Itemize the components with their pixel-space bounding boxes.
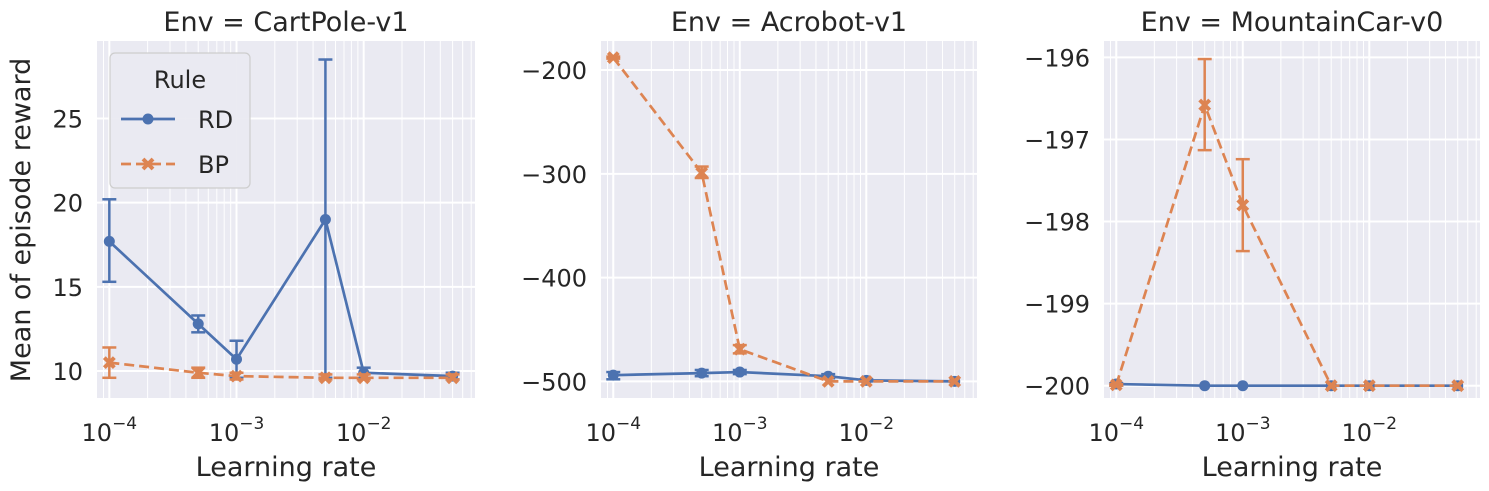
x-tick-label: 10−3 (712, 414, 768, 447)
chart-panel-2: 10−4 10−3 10−2 −500 −400 −300 −200 Env = Acrobo… (521, 7, 977, 483)
data-point (230, 369, 243, 383)
panel-title: Env = Acrobot-v1 (671, 7, 907, 38)
data-point (191, 366, 205, 380)
y-tick-label: 20 (52, 190, 83, 218)
data-point (1362, 379, 1376, 393)
x-axis-label: Learning rate (196, 452, 377, 483)
data-point (1109, 378, 1123, 392)
legend-title: Rule (154, 66, 206, 94)
x-tick-label: 10−4 (82, 414, 138, 447)
y-tick-label: −300 (521, 161, 587, 189)
legend-marker (141, 157, 155, 171)
data-point (319, 371, 332, 385)
x-axis-label: Learning rate (699, 452, 880, 483)
x-tick-label: 10−2 (1341, 414, 1397, 447)
series-line (108, 216, 453, 378)
data-point (733, 342, 747, 356)
x-tick-label: 10−3 (1215, 414, 1271, 447)
legend-marker (142, 113, 154, 125)
y-tick-label: −196 (1024, 44, 1090, 72)
series-bp (1109, 57, 1465, 393)
data-point (859, 374, 873, 388)
data-point (606, 51, 620, 65)
data-point (446, 371, 460, 385)
series-bp (102, 346, 460, 385)
legend: Rule RD BP (109, 52, 251, 189)
legend-entry-bp: BP (121, 151, 229, 179)
data-point (821, 374, 835, 388)
x-axis-label: Learning rate (1202, 452, 1383, 483)
data-point (1451, 379, 1465, 393)
y-tick-label: −200 (1024, 373, 1090, 401)
series-bp (606, 51, 962, 388)
y-tick-label: −400 (521, 265, 587, 293)
data-point (695, 166, 709, 180)
y-tick-label: −500 (521, 368, 587, 396)
y-tick-label: −197 (1024, 126, 1090, 154)
y-tick-label: −199 (1024, 291, 1090, 319)
chart-panel-3: 10−4 10−3 10−2 −200 −199 −198 −197 −196 Env = Mo… (1024, 7, 1480, 483)
data-point (1324, 379, 1338, 393)
y-tick-label: 15 (52, 274, 83, 302)
panel-title: Env = MountainCar-v0 (1141, 7, 1444, 38)
series-line (1114, 100, 1458, 388)
data-point (357, 371, 371, 385)
y-tick-label: −198 (1024, 209, 1090, 237)
y-tick-label: 10 (52, 358, 83, 386)
y-axis-label: Mean of episode reward (6, 58, 37, 382)
plot-background (1104, 41, 1480, 398)
data-point (102, 356, 116, 370)
data-point (948, 374, 962, 388)
data-point (696, 367, 708, 379)
series-line (612, 56, 955, 383)
panel-title: Env = CartPole-v1 (163, 7, 408, 38)
chart-panel-1: 10−4 10−3 10−2 10 15 20 25 Env = CartPole-v1 Lea… (52, 7, 475, 483)
y-tick-label: 25 (52, 105, 83, 133)
legend-box (109, 52, 251, 189)
series-line (109, 361, 453, 380)
data-point (734, 366, 746, 378)
data-point (1198, 98, 1212, 112)
x-tick-label: 10−4 (585, 414, 641, 447)
data-point (1199, 380, 1211, 392)
panels: 10−4 10−3 10−2 10 15 20 25 Env = CartPole-v1 Lea… (52, 7, 1480, 483)
x-tick-label: 10−2 (838, 414, 894, 447)
data-point (1237, 380, 1249, 392)
data-point (192, 318, 204, 330)
data-point (103, 235, 115, 247)
x-tick-label: 10−2 (336, 414, 392, 447)
legend-label: BP (198, 151, 229, 179)
data-point (231, 353, 243, 365)
data-point (607, 369, 619, 381)
data-point (319, 214, 331, 225)
y-tick-label: −200 (521, 57, 587, 85)
plot-background (601, 41, 977, 398)
legend-label: RD (198, 106, 233, 134)
data-point (1236, 198, 1250, 212)
x-tick-label: 10−3 (209, 414, 265, 447)
x-tick-label: 10−4 (1088, 414, 1144, 447)
legend-entry-rd: RD (121, 106, 233, 134)
